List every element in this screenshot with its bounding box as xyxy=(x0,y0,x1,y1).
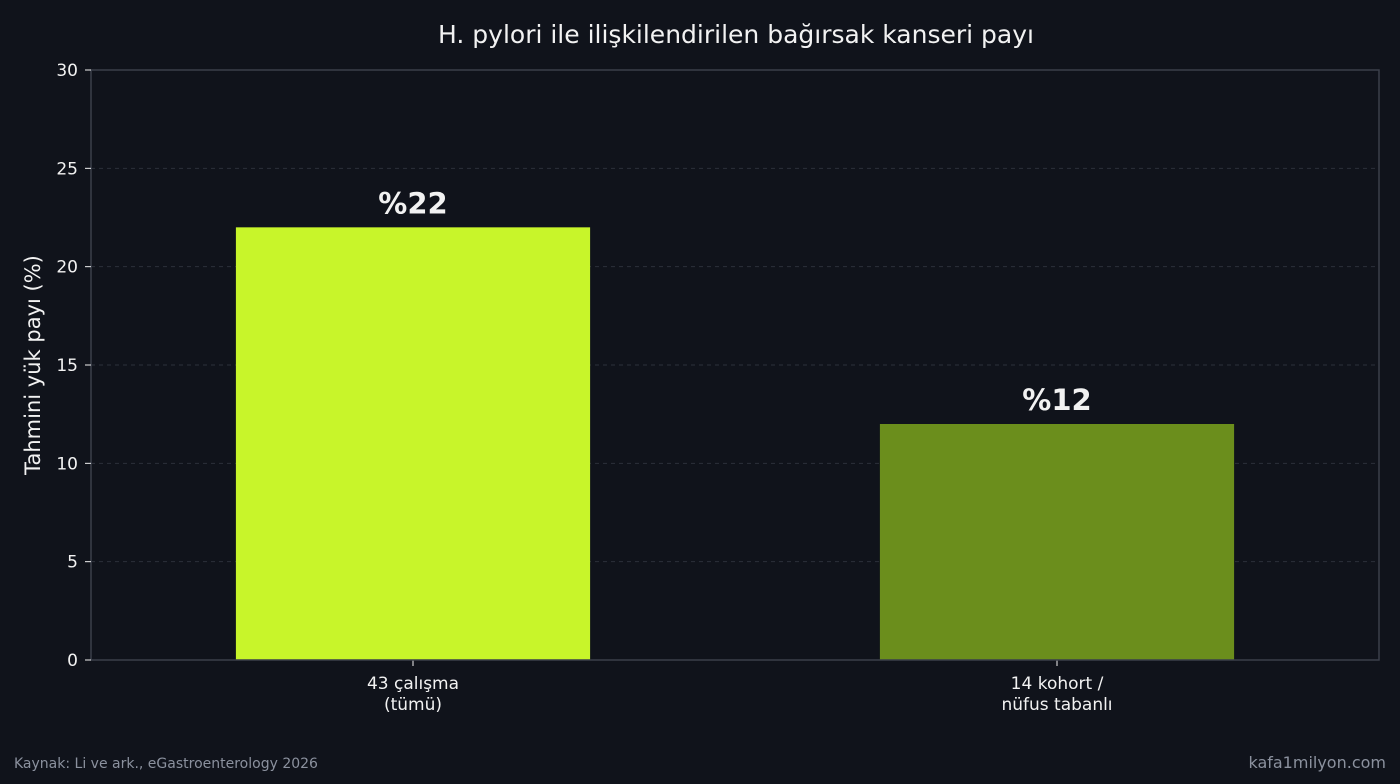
y-tick-label: 20 xyxy=(56,258,78,278)
x-tick-label: (tümü) xyxy=(384,695,442,715)
x-tick-label: 14 kohort / xyxy=(1011,674,1104,694)
bar xyxy=(235,227,591,661)
y-tick-labels: 0 5 10 15 20 25 30 xyxy=(56,61,91,671)
y-axis-label: Tahmini yük payı (%) xyxy=(21,255,45,476)
x-tick-label: 43 çalışma xyxy=(367,674,459,694)
site-watermark: kafa1milyon.com xyxy=(1248,753,1386,772)
y-tick-label: 0 xyxy=(67,651,78,671)
y-tick-label: 25 xyxy=(56,159,78,179)
x-tick-labels: 43 çalışma(tümü) 14 kohort /nüfus tabanlı xyxy=(367,674,1113,715)
source-note: Kaynak: Li ve ark., eGastroenterology 20… xyxy=(14,756,318,772)
data-label: %12 xyxy=(1022,383,1091,417)
x-tick-label: nüfus tabanlı xyxy=(1001,695,1112,715)
chart-title: H. pylori ile ilişkilendirilen bağırsak … xyxy=(438,20,1034,49)
y-tick-label: 10 xyxy=(56,454,78,474)
y-tick-label: 15 xyxy=(56,356,78,376)
bars xyxy=(235,227,1235,661)
y-tick-label: 30 xyxy=(56,61,78,81)
bar xyxy=(879,424,1235,660)
data-label: %22 xyxy=(378,186,447,220)
data-labels: %22 %12 xyxy=(378,186,1091,417)
y-tick-label: 5 xyxy=(67,553,78,573)
